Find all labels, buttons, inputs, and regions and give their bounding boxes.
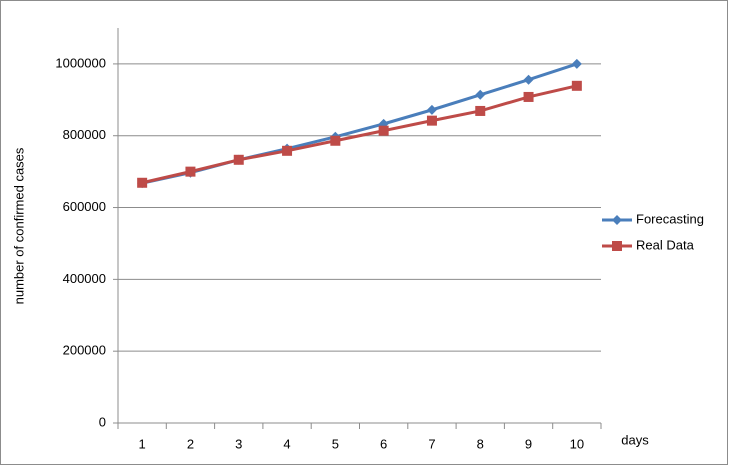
x-tick-label: 3 [235, 436, 242, 451]
legend-marker [612, 215, 622, 225]
x-tick-label: 2 [187, 436, 194, 451]
x-tick-label: 4 [283, 436, 290, 451]
data-point [137, 177, 148, 188]
x-tick-label: 5 [332, 436, 339, 451]
data-point [475, 89, 486, 100]
data-point [475, 105, 486, 116]
data-point [426, 115, 437, 126]
data-point [523, 74, 534, 85]
data-point [523, 91, 534, 102]
y-tick-label: 1000000 [55, 55, 106, 70]
data-point [233, 154, 244, 165]
x-tick-label: 6 [380, 436, 387, 451]
y-tick-label: 800000 [63, 127, 106, 142]
data-point [185, 166, 196, 177]
y-tick-label: 0 [99, 414, 106, 429]
legend-label: Real Data [636, 237, 695, 252]
y-tick-label: 400000 [63, 271, 106, 286]
x-tick-label: 10 [570, 436, 584, 451]
data-point [571, 58, 582, 69]
legend-marker [612, 241, 622, 251]
data-point [330, 135, 341, 146]
x-tick-label: 1 [139, 436, 146, 451]
x-tick-label: 9 [525, 436, 532, 451]
legend-label: Forecasting [636, 211, 704, 226]
data-point [426, 104, 437, 115]
data-point [282, 145, 293, 156]
series-line [141, 84, 578, 185]
data-point [378, 125, 389, 136]
y-tick-label: 200000 [63, 343, 106, 358]
y-axis-label: number of confirmed cases [11, 147, 26, 304]
y-tick-label: 600000 [63, 199, 106, 214]
data-point [571, 80, 582, 91]
x-tick-label: 8 [477, 436, 484, 451]
x-tick-label: 7 [428, 436, 435, 451]
x-axis-label: days [621, 432, 649, 447]
